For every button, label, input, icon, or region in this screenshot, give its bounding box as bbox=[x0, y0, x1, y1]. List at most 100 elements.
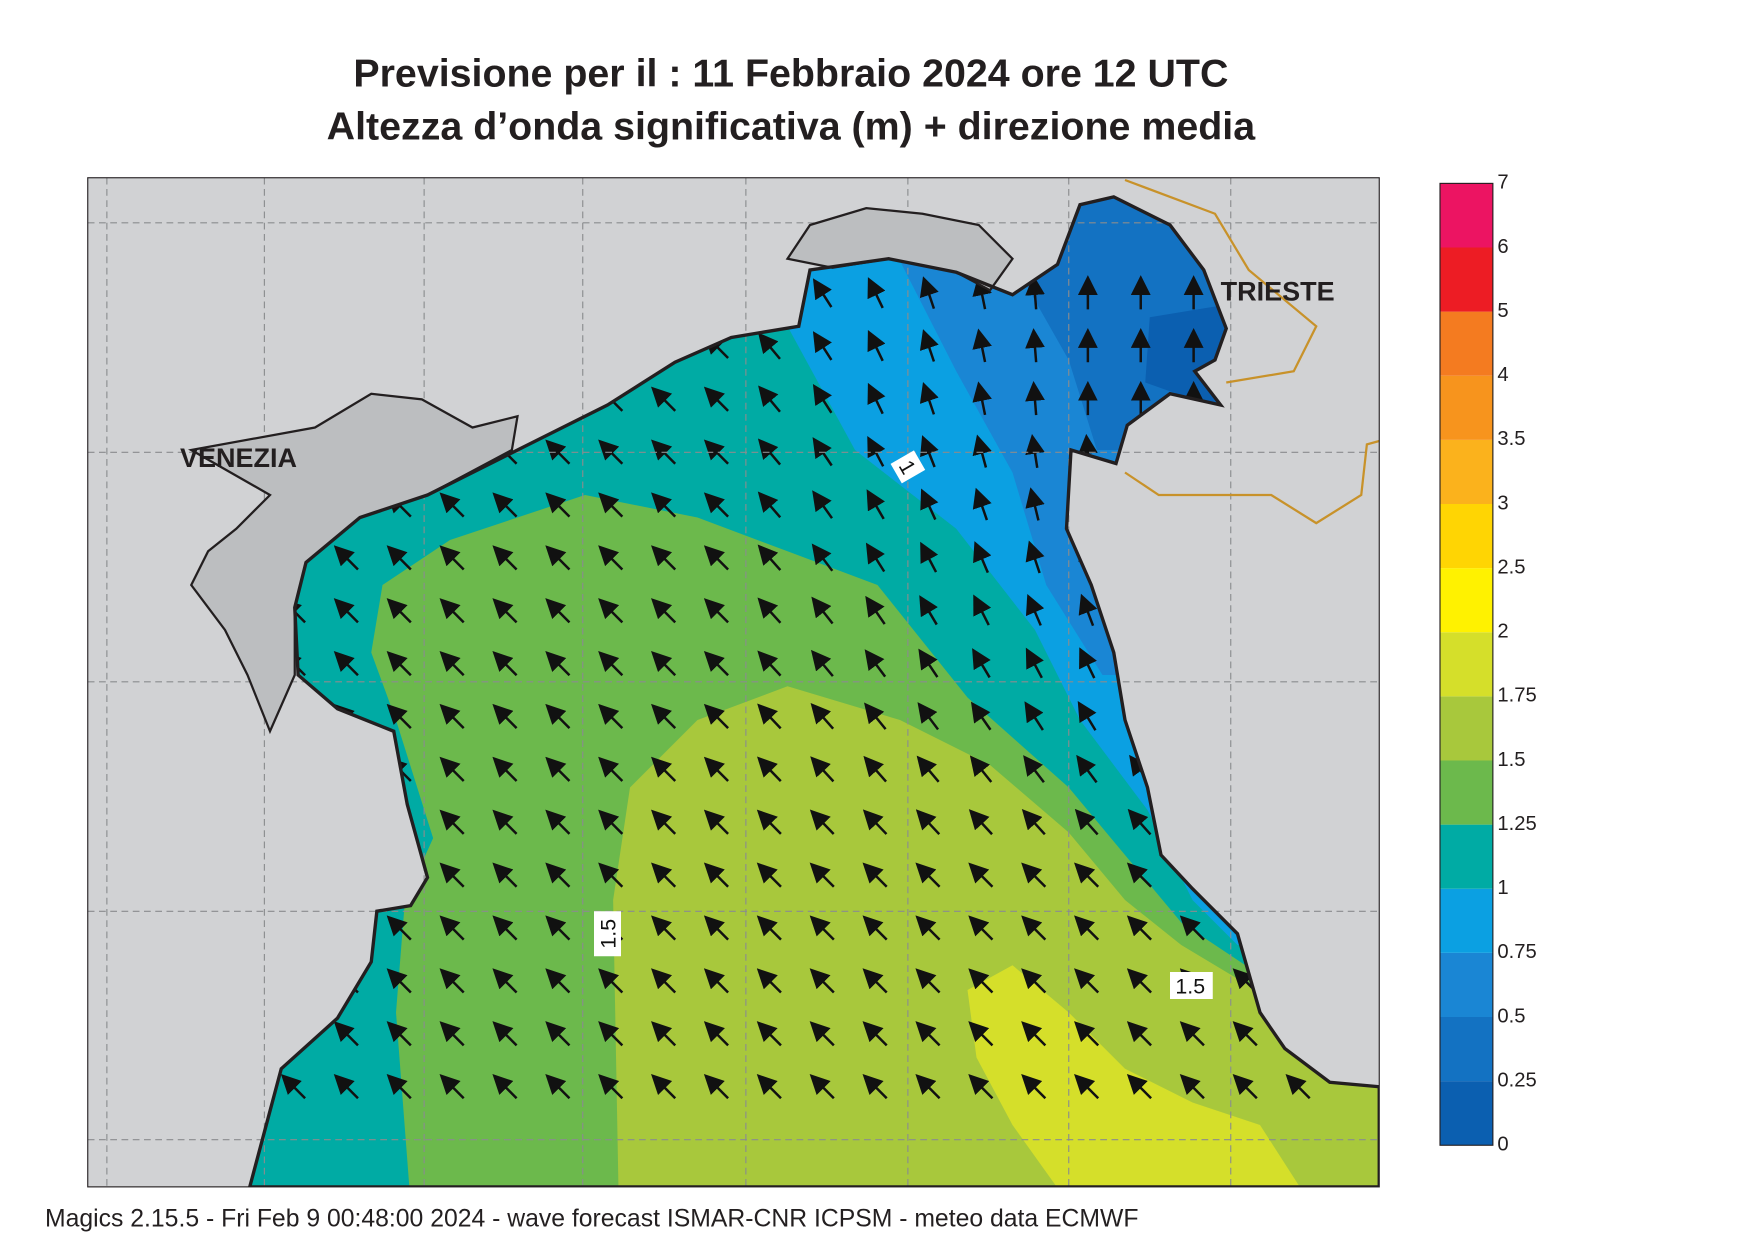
arrow bbox=[703, 862, 729, 888]
arrow bbox=[811, 596, 834, 625]
arrow bbox=[812, 331, 833, 361]
arrow bbox=[915, 1021, 941, 1047]
arrow bbox=[862, 1021, 888, 1047]
title-line-2: Altezza d’onda significativa (m) + direz… bbox=[327, 105, 1257, 149]
arrow bbox=[492, 809, 518, 835]
arrow bbox=[970, 701, 992, 731]
arrow bbox=[1078, 593, 1098, 627]
arrow bbox=[915, 862, 941, 888]
arrow bbox=[545, 809, 571, 835]
arrow bbox=[1025, 380, 1045, 416]
arrow bbox=[439, 545, 465, 571]
arrow bbox=[651, 439, 677, 465]
arrow bbox=[757, 491, 782, 519]
arrow bbox=[492, 598, 518, 624]
arrow bbox=[439, 862, 465, 888]
arrow bbox=[1074, 1074, 1100, 1100]
arrow bbox=[809, 915, 835, 941]
arrow bbox=[811, 543, 834, 572]
arrow bbox=[1021, 862, 1047, 888]
arrow bbox=[968, 809, 993, 836]
arrow bbox=[439, 703, 465, 729]
arrow bbox=[809, 1021, 835, 1047]
legend-swatch bbox=[1440, 375, 1493, 440]
legend-swatch bbox=[1440, 824, 1493, 889]
arrow bbox=[920, 488, 939, 521]
arrow bbox=[1025, 434, 1045, 469]
arrow bbox=[757, 544, 782, 571]
legend-label: 4 bbox=[1497, 364, 1508, 386]
arrow bbox=[863, 755, 887, 783]
arrow bbox=[1021, 1021, 1047, 1047]
legend-swatch bbox=[1440, 504, 1493, 569]
arrow bbox=[598, 492, 624, 518]
arrow bbox=[810, 756, 835, 783]
arrow bbox=[973, 541, 992, 574]
arrow bbox=[919, 329, 939, 362]
arrow bbox=[598, 703, 624, 729]
arrow bbox=[439, 598, 465, 624]
arrow bbox=[1127, 808, 1152, 836]
arrow bbox=[545, 492, 571, 518]
arrow bbox=[545, 545, 571, 571]
arrow bbox=[598, 651, 624, 677]
arrow bbox=[920, 435, 939, 468]
arrow bbox=[333, 1021, 359, 1047]
arrow bbox=[651, 862, 677, 888]
arrow bbox=[809, 968, 835, 994]
arrow bbox=[812, 384, 833, 414]
arrow bbox=[598, 545, 624, 571]
arrow bbox=[864, 649, 887, 678]
arrow bbox=[865, 542, 886, 573]
place-label: TRIESTE bbox=[1221, 276, 1335, 306]
arrow bbox=[545, 756, 571, 782]
arrow bbox=[598, 1074, 624, 1100]
footer: Magics 2.15.5 - Fri Feb 9 00:48:00 2024 … bbox=[45, 1205, 1139, 1232]
legend-label: 3.5 bbox=[1497, 428, 1525, 450]
legend-label: 1.5 bbox=[1497, 749, 1525, 771]
arrow bbox=[703, 703, 729, 729]
legend-frame bbox=[1439, 182, 1494, 1146]
arrow bbox=[333, 1074, 359, 1100]
arrow bbox=[1074, 862, 1100, 888]
legend-label: 2 bbox=[1497, 621, 1508, 643]
arrow bbox=[598, 756, 624, 782]
legend-swatch bbox=[1440, 247, 1493, 312]
map-frame bbox=[87, 177, 1380, 1188]
arrow bbox=[703, 1074, 729, 1100]
arrow bbox=[809, 809, 835, 835]
arrow bbox=[439, 809, 465, 835]
arrow bbox=[333, 598, 359, 624]
arrow bbox=[1285, 1074, 1311, 1100]
arrow bbox=[1126, 1021, 1152, 1047]
graticule bbox=[87, 177, 1380, 1187]
arrow bbox=[920, 541, 939, 573]
arrow bbox=[439, 915, 465, 941]
arrow bbox=[1232, 1074, 1258, 1100]
legend-label: 0.5 bbox=[1497, 1005, 1525, 1027]
arrow bbox=[703, 598, 729, 624]
legend-label: 6 bbox=[1497, 236, 1508, 258]
arrow bbox=[1023, 755, 1045, 783]
arrow bbox=[598, 598, 624, 624]
arrow bbox=[703, 915, 729, 941]
arrow bbox=[757, 597, 782, 624]
arrow bbox=[386, 703, 412, 729]
arrow bbox=[492, 1021, 518, 1047]
arrow bbox=[758, 332, 781, 360]
arrow bbox=[651, 492, 677, 518]
arrow bbox=[1076, 754, 1098, 784]
arrow bbox=[703, 545, 729, 571]
arrow bbox=[1126, 915, 1152, 941]
arrow bbox=[918, 648, 939, 678]
arrow bbox=[545, 703, 571, 729]
legend-label: 0.25 bbox=[1497, 1069, 1536, 1091]
legend-label: 1.25 bbox=[1497, 813, 1536, 835]
arrow bbox=[968, 862, 994, 888]
arrow bbox=[756, 915, 782, 941]
arrow bbox=[703, 651, 729, 677]
arrow bbox=[809, 862, 835, 888]
arrow bbox=[1126, 1074, 1152, 1100]
arrow bbox=[968, 1074, 994, 1100]
arrow bbox=[969, 755, 993, 783]
